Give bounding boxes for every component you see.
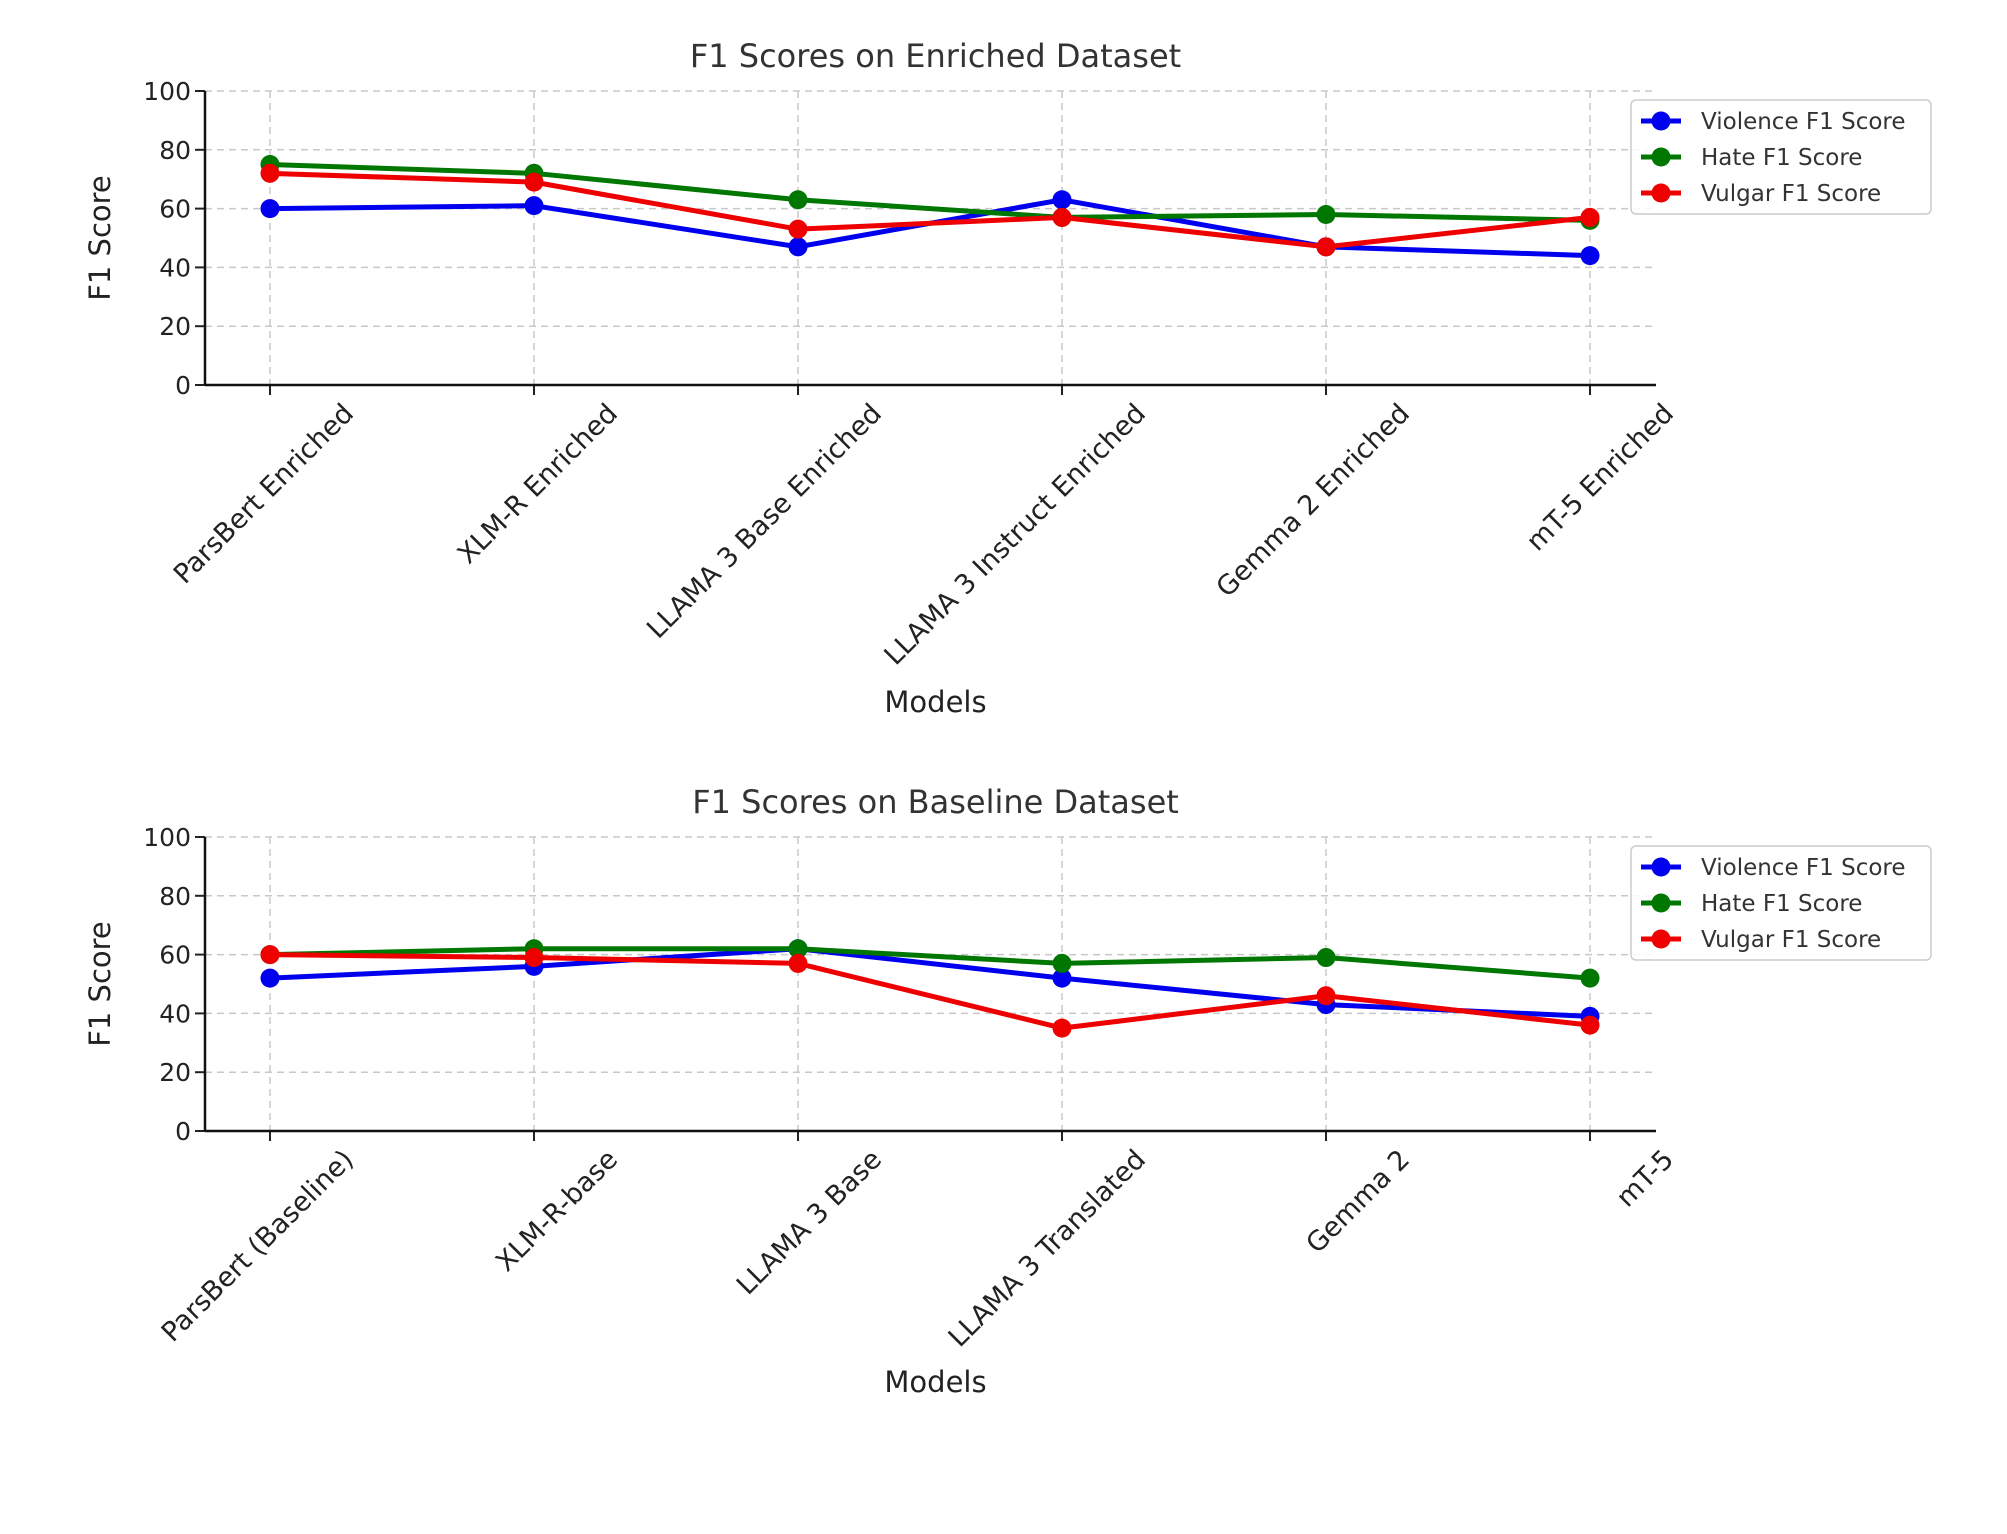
- y-tick-label: 20: [159, 1058, 191, 1087]
- x-category-label: mT-5: [1610, 1144, 1679, 1213]
- series-line-1: [269, 946, 1591, 1019]
- data-point: [260, 968, 280, 988]
- data-point: [788, 939, 808, 959]
- chart-panel-1: 0 20 40 60 80 100 ParsBert Enriched XLM-R Enric…: [83, 37, 1932, 719]
- y-axis-label: F1 Score: [83, 175, 117, 301]
- data-point: [788, 219, 808, 239]
- data-point: [1052, 1018, 1072, 1038]
- data-point: [524, 196, 544, 216]
- data-point: [1052, 968, 1072, 988]
- legend-swatch-marker: [1651, 183, 1671, 203]
- y-tick-label: 40: [159, 253, 191, 282]
- x-category-label: XLM-R-base: [490, 1144, 624, 1278]
- data-point: [1580, 968, 1600, 988]
- data-point: [1316, 948, 1336, 968]
- legend-swatch-marker: [1651, 857, 1671, 877]
- chart-title: F1 Scores on Baseline Dataset: [692, 783, 1179, 821]
- data-point: [524, 948, 544, 968]
- legend-entry: Vulgar F1 Score: [1701, 927, 1881, 953]
- chart-title: F1 Scores on Enriched Dataset: [690, 37, 1181, 75]
- x-category-label: LLAMA 3 Base Enriched: [641, 398, 888, 645]
- x-category-label: ParsBert Enriched: [168, 398, 360, 590]
- legend: Violence F1 Score Hate F1 Score Vulgar F1 …: [1630, 845, 1932, 961]
- data-point: [1316, 986, 1336, 1006]
- y-axis-label: F1 Score: [83, 921, 117, 1047]
- y-tick-label: 40: [159, 999, 191, 1028]
- legend-swatch-marker: [1651, 147, 1671, 167]
- data-point: [1580, 1015, 1600, 1035]
- series-line-2: [269, 162, 1591, 223]
- legend-entry: Hate F1 Score: [1701, 145, 1862, 171]
- data-point: [524, 172, 544, 192]
- legend-box: [1630, 845, 1932, 961]
- series-line-3: [269, 170, 1591, 250]
- x-category-label: LLAMA 3 Translated: [943, 1144, 1152, 1353]
- legend-swatch-marker: [1651, 929, 1671, 949]
- data-point: [1580, 246, 1600, 266]
- data-point: [1052, 953, 1072, 973]
- x-category-label: Gemma 2: [1300, 1144, 1416, 1260]
- x-axis-label: Models: [884, 685, 986, 719]
- data-point: [1052, 190, 1072, 210]
- legend-swatch-marker: [1651, 893, 1671, 913]
- data-point: [788, 237, 808, 257]
- chart-panel-2: 0 20 40 60 80 100 ParsBert (Baseline) XLM-R-bas…: [83, 783, 1932, 1399]
- data-point: [1316, 237, 1336, 257]
- x-category-label: XLM-R Enriched: [452, 398, 624, 570]
- legend-box: [1630, 99, 1932, 215]
- x-axis-label: Models: [884, 1365, 986, 1399]
- data-point: [1580, 207, 1600, 227]
- data-point: [788, 953, 808, 973]
- data-point: [788, 190, 808, 210]
- data-point: [260, 199, 280, 219]
- y-tick-label: 0: [175, 1117, 191, 1146]
- x-category-label: Gemma 2 Enriched: [1211, 398, 1416, 603]
- y-tick-label: 60: [159, 195, 191, 224]
- legend-entry: Violence F1 Score: [1701, 855, 1906, 881]
- legend-entry: Vulgar F1 Score: [1701, 181, 1881, 207]
- y-tick-label: 100: [143, 77, 191, 106]
- y-tick-label: 100: [143, 823, 191, 852]
- legend-swatch-marker: [1651, 111, 1671, 131]
- x-category-label: LLAMA 3 Instruct Enriched: [878, 398, 1151, 671]
- y-tick-label: 80: [159, 136, 191, 165]
- series-line-2: [269, 946, 1591, 981]
- x-category-label: mT-5 Enriched: [1521, 398, 1680, 557]
- data-point: [260, 945, 280, 965]
- y-tick-label: 20: [159, 312, 191, 341]
- y-tick-label: 80: [159, 882, 191, 911]
- x-category-label: LLAMA 3 Base: [731, 1144, 888, 1301]
- data-point: [1052, 207, 1072, 227]
- legend: Violence F1 Score Hate F1 Score Vulgar F1 …: [1630, 99, 1932, 215]
- legend-entry: Hate F1 Score: [1701, 891, 1862, 917]
- legend-entry: Violence F1 Score: [1701, 109, 1906, 135]
- data-point: [260, 163, 280, 183]
- y-tick-label: 60: [159, 941, 191, 970]
- data-point: [1316, 204, 1336, 224]
- series-line-3: [269, 952, 1591, 1031]
- x-category-label: ParsBert (Baseline): [156, 1144, 360, 1348]
- y-tick-label: 0: [175, 371, 191, 400]
